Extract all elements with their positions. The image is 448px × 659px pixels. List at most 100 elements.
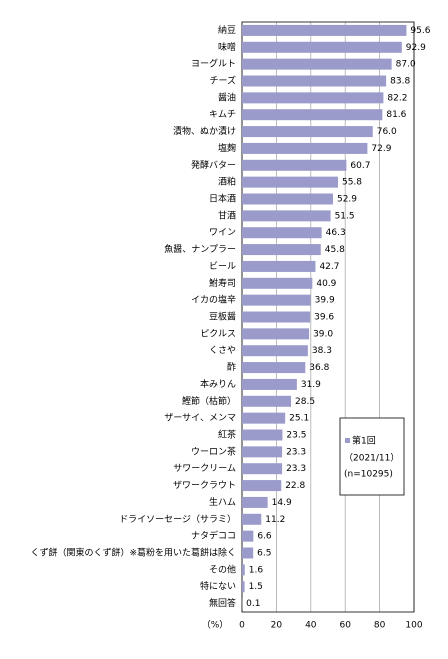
y-tick-label: ビール: [209, 261, 236, 272]
value-label: 46.3: [326, 228, 346, 238]
bar: [242, 497, 268, 508]
bar: [242, 548, 253, 559]
value-label: 6.5: [257, 549, 271, 559]
y-tick-label: キムチ: [209, 109, 236, 120]
value-label: 51.5: [335, 211, 355, 221]
value-label: 1.6: [249, 565, 264, 575]
value-label: 22.8: [285, 481, 305, 491]
bar: [242, 480, 281, 491]
bar: [242, 446, 282, 457]
y-tick-label: その他: [209, 563, 236, 575]
y-tick-label: 鮒寿司: [209, 277, 236, 289]
y-tick-label: 酢: [227, 361, 236, 373]
bar: [242, 261, 315, 272]
bar: [242, 42, 402, 53]
bar: [242, 210, 331, 221]
value-label: 39.6: [314, 313, 334, 323]
y-tick-label: ザワークラウト: [173, 480, 236, 491]
value-label: 76.0: [377, 127, 397, 137]
value-label: 14.9: [272, 498, 292, 508]
legend-note: (n=10295): [344, 470, 393, 480]
x-axis-label: （%）: [202, 620, 229, 631]
y-tick-label: ナタデココ: [191, 530, 236, 542]
value-label: 87.0: [396, 60, 416, 70]
value-label: 0.1: [246, 599, 260, 609]
legend-note: （2021/11）: [344, 453, 399, 464]
y-tick-label: チーズ: [209, 75, 236, 87]
bar: [242, 328, 309, 339]
bar: [242, 25, 406, 36]
legend-label: 第1回: [352, 435, 376, 447]
x-tick-label: 80: [374, 621, 386, 631]
y-tick-label: 紅茶: [218, 429, 236, 441]
value-label: 52.9: [337, 195, 357, 205]
value-label: 45.8: [325, 245, 345, 255]
value-label: 6.6: [257, 532, 272, 542]
y-tick-label: 本みりん: [200, 378, 236, 390]
value-label: 28.5: [295, 397, 315, 407]
value-label: 31.9: [301, 380, 321, 390]
value-label: 39.9: [315, 296, 335, 306]
y-tick-label: 醤油: [218, 91, 236, 103]
x-tick-label: 0: [239, 621, 245, 631]
value-label: 72.9: [371, 144, 391, 154]
bar: [242, 76, 386, 87]
bar: [242, 514, 261, 525]
bar: [242, 177, 338, 188]
y-tick-label: サワークリーム: [173, 463, 236, 474]
value-label: 55.8: [342, 178, 362, 188]
value-label: 38.3: [312, 346, 332, 356]
bar: [242, 278, 312, 289]
x-tick-label: 20: [271, 621, 283, 631]
y-tick-label: 酒粕: [218, 176, 236, 188]
bar: [242, 379, 297, 390]
y-tick-label: 特にない: [200, 580, 236, 592]
y-tick-label: ワイン: [209, 228, 236, 238]
value-label: 42.7: [319, 262, 339, 272]
value-label: 83.8: [390, 77, 410, 87]
y-tick-label: くさや: [209, 345, 236, 356]
y-tick-label: 鰹節（枯節）: [182, 395, 236, 407]
value-label: 25.1: [289, 414, 309, 424]
y-tick-label: 生ハム: [209, 496, 236, 508]
bar: [242, 396, 291, 407]
bar: [242, 92, 383, 103]
value-label: 40.9: [316, 279, 336, 289]
bar: [242, 345, 308, 356]
y-tick-label: ウーロン茶: [191, 445, 236, 457]
y-tick-label: 味噌: [218, 41, 236, 53]
value-label: 81.6: [386, 110, 406, 120]
y-tick-label: くず餅（関東のくず餅）※葛粉を用いた葛餅は除く: [30, 547, 236, 559]
y-tick-label: 無回答: [209, 597, 236, 609]
bar: [242, 312, 310, 323]
value-label: 95.6: [410, 26, 430, 36]
value-label: 92.9: [406, 43, 426, 53]
bar: [242, 564, 245, 575]
y-tick-label: ヨーグルト: [191, 58, 236, 70]
y-tick-label: 甘酒: [218, 209, 236, 221]
y-tick-label: 漬物、ぬか漬け: [173, 125, 236, 137]
bar: [242, 362, 305, 373]
y-tick-label: ドライソーセージ（サラミ）: [119, 514, 236, 525]
bar: [242, 194, 333, 205]
value-label: 23.5: [286, 431, 306, 441]
y-tick-label: 日本酒: [209, 193, 236, 205]
y-tick-label: 魚醤、ナンプラー: [164, 243, 236, 255]
legend-swatch: [345, 438, 350, 443]
value-label: 82.2: [387, 93, 407, 103]
bar: [242, 531, 253, 542]
y-tick-label: 納豆: [218, 24, 236, 36]
value-label: 1.5: [249, 582, 263, 592]
y-tick-label: 塩麹: [218, 142, 236, 154]
value-label: 36.8: [309, 363, 329, 373]
bar: [242, 581, 245, 592]
bar: [242, 463, 282, 474]
value-label: 60.7: [350, 161, 370, 171]
bar: [242, 244, 321, 255]
bar: [242, 413, 285, 424]
y-tick-label: ピクルス: [200, 328, 236, 339]
bar: [242, 430, 282, 441]
bar: [242, 59, 392, 70]
bar: [242, 227, 322, 238]
